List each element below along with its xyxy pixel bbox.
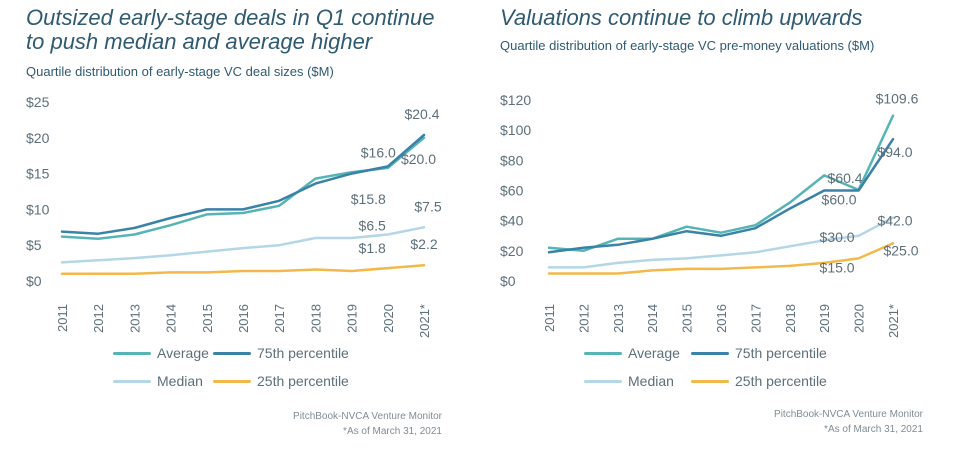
- data-label: $42.0: [877, 213, 912, 229]
- series-line-median: [547, 216, 895, 269]
- chart-title-line: Valuations continue to climb upwards: [500, 5, 863, 30]
- chart-title: Outsized early-stage deals in Q1 continu…: [26, 6, 434, 54]
- x-tick-label: 2014: [164, 304, 179, 333]
- x-tick-label: 2018: [783, 304, 798, 333]
- source-note: PitchBook-NVCA Venture Monitor *As of Ma…: [774, 407, 923, 437]
- legend-label-median: Median: [157, 373, 203, 389]
- source-line: PitchBook-NVCA Venture Monitor: [774, 409, 923, 420]
- valuation-line-chart: $0 $20 $40 $60 $80 $100 $120 2011 2012 2013 2014 20…: [500, 91, 919, 338]
- x-tick-label: 2012: [576, 304, 591, 333]
- data-label: $15.8: [351, 191, 386, 207]
- series-line-75th-percentile: [60, 133, 426, 235]
- chart-subtitle: Quartile distribution of early-stage VC …: [500, 38, 875, 53]
- y-tick-label: $80: [500, 152, 524, 168]
- legend-item-25th-percentile: 25th percentile: [213, 373, 349, 389]
- legend-swatch-median: [113, 379, 151, 383]
- y-tick-label: $0: [500, 273, 516, 289]
- x-tick-label: 2012: [91, 304, 106, 333]
- legend-swatch-25th-percentile: [213, 379, 251, 383]
- data-label: $94.0: [877, 144, 912, 160]
- legend-swatch-75th-percentile: [691, 351, 729, 355]
- y-tick-label: $100: [500, 122, 531, 138]
- deal-size-chart-panel: Outsized early-stage deals in Q1 continu…: [0, 0, 478, 460]
- x-tick-label: 2016: [236, 304, 251, 333]
- legend-label-25th-percentile: 25th percentile: [257, 373, 349, 389]
- legend-label-75th-percentile: 75th percentile: [257, 345, 349, 361]
- data-label: $20.4: [404, 106, 439, 122]
- legend-swatch-75th-percentile: [213, 351, 251, 355]
- source-line: PitchBook-NVCA Venture Monitor: [293, 411, 442, 422]
- legend-swatch-median: [584, 379, 622, 383]
- legend-label-average: Average: [628, 345, 680, 361]
- legend-swatch-25th-percentile: [691, 379, 729, 383]
- x-tick-label: 2020: [852, 304, 867, 333]
- y-tick-label: $10: [26, 201, 50, 217]
- data-label: $16.0: [361, 144, 396, 160]
- y-tick-label: $0: [26, 273, 42, 289]
- x-tick-label: 2017: [748, 304, 763, 333]
- data-label: $30.0: [820, 229, 855, 245]
- valuation-chart-panel: Valuations continue to climb upwards Qua…: [478, 0, 957, 460]
- series-line-75th-percentile: [547, 137, 895, 254]
- data-label: $25.0: [883, 242, 918, 258]
- data-label: $6.5: [359, 217, 386, 233]
- data-label: $2.2: [410, 236, 437, 252]
- legend-swatch-average: [584, 351, 622, 355]
- chart-subtitle: Quartile distribution of early-stage VC …: [26, 64, 334, 79]
- chart-title-line: to push median and average higher: [26, 29, 373, 54]
- legend-item-average: Average: [113, 345, 209, 361]
- footnote-line: *As of March 31, 2021: [824, 424, 923, 435]
- y-tick-label: $20: [26, 130, 50, 146]
- x-tick-label: 2019: [345, 304, 360, 333]
- x-tick-label: 2021*: [886, 304, 901, 338]
- legend-item-25th-percentile: 25th percentile: [691, 373, 827, 389]
- data-label: $7.5: [414, 198, 441, 214]
- y-tick-label: $25: [26, 94, 50, 110]
- x-tick-label: 2018: [308, 304, 323, 333]
- data-label: $20.0: [401, 151, 436, 167]
- y-tick-label: $5: [26, 237, 42, 253]
- y-tick-label: $20: [500, 243, 524, 259]
- x-tick-label: 2014: [645, 304, 660, 333]
- data-label: $15.0: [820, 259, 855, 275]
- x-tick-label: 2011: [55, 304, 70, 332]
- y-tick-label: $15: [26, 166, 50, 182]
- legend-label-75th-percentile: 75th percentile: [735, 345, 827, 361]
- y-tick-label: $40: [500, 213, 524, 229]
- series-line-25th-percentile: [60, 263, 426, 276]
- x-tick-label: 2013: [611, 304, 626, 333]
- y-tick-label: $120: [500, 92, 531, 108]
- series-line-average: [547, 114, 895, 253]
- source-note: PitchBook-NVCA Venture Monitor *As of Ma…: [293, 409, 442, 439]
- x-tick-label: 2011: [542, 304, 557, 332]
- data-label: $60.0: [822, 192, 857, 208]
- x-tick-label: 2019: [817, 304, 832, 333]
- series-line-median: [60, 226, 426, 264]
- legend-item-average: Average: [584, 345, 680, 361]
- footnote-line: *As of March 31, 2021: [343, 426, 442, 437]
- legend-label-25th-percentile: 25th percentile: [735, 373, 827, 389]
- x-tick-label: 2020: [381, 304, 396, 333]
- legend-label-average: Average: [157, 345, 209, 361]
- x-tick-label: 2013: [127, 304, 142, 333]
- legend-label-median: Median: [628, 373, 674, 389]
- legend-item-75th-percentile: 75th percentile: [213, 345, 349, 361]
- chart-title-line: Outsized early-stage deals in Q1 continu…: [26, 5, 435, 30]
- x-tick-label: 2015: [680, 304, 695, 333]
- data-label: $60.4: [828, 170, 863, 186]
- x-tick-label: 2016: [714, 304, 729, 333]
- legend-item-75th-percentile: 75th percentile: [691, 345, 827, 361]
- y-tick-label: $60: [500, 183, 524, 199]
- x-tick-label: 2021*: [417, 304, 432, 338]
- x-tick-label: 2015: [200, 304, 215, 333]
- chart-title: Valuations continue to climb upwards: [500, 6, 862, 30]
- data-label: $109.6: [876, 91, 919, 107]
- legend-swatch-average: [113, 351, 151, 355]
- x-tick-label: 2017: [272, 304, 287, 333]
- legend-item-median: Median: [584, 373, 674, 389]
- data-label: $1.8: [359, 240, 386, 256]
- legend-item-median: Median: [113, 373, 203, 389]
- deal-size-line-chart: $0 $5 $10 $15 $20 $25 2011 2012 2013 2014 2015 2016…: [26, 94, 442, 338]
- series-line-25th-percentile: [547, 242, 895, 275]
